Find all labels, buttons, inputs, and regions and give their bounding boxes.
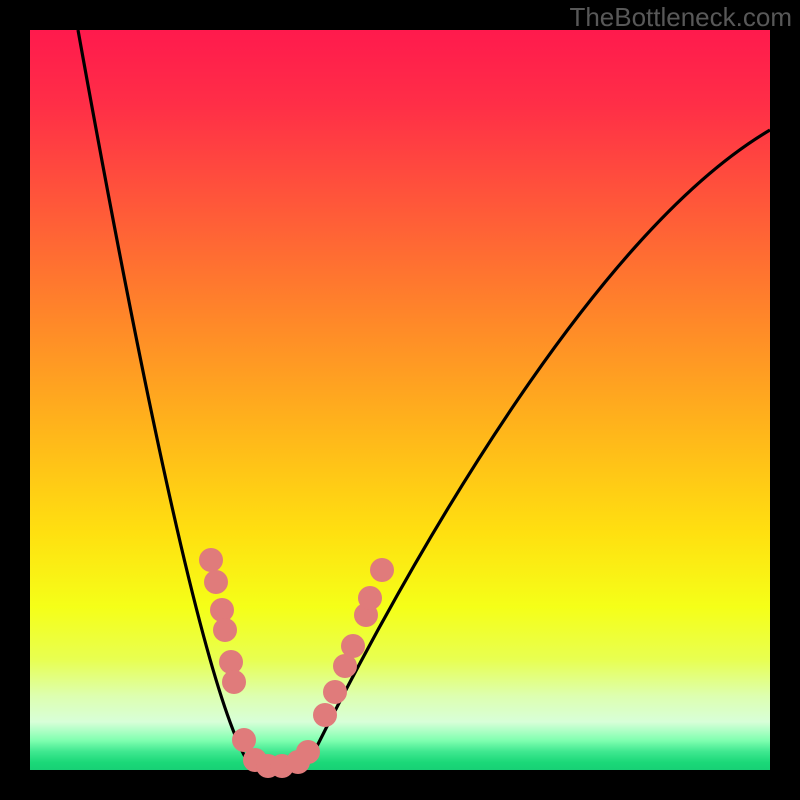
- marker-point: [296, 740, 320, 764]
- marker-point: [204, 570, 228, 594]
- marker-point: [323, 680, 347, 704]
- marker-point: [313, 703, 337, 727]
- watermark-text: TheBottleneck.com: [569, 2, 792, 33]
- bottleneck-chart: [0, 0, 800, 800]
- chart-container: TheBottleneck.com: [0, 0, 800, 800]
- marker-point: [213, 618, 237, 642]
- marker-point: [222, 670, 246, 694]
- marker-point: [370, 558, 394, 582]
- marker-point: [341, 634, 365, 658]
- plot-background: [30, 30, 770, 770]
- marker-point: [199, 548, 223, 572]
- marker-point: [358, 586, 382, 610]
